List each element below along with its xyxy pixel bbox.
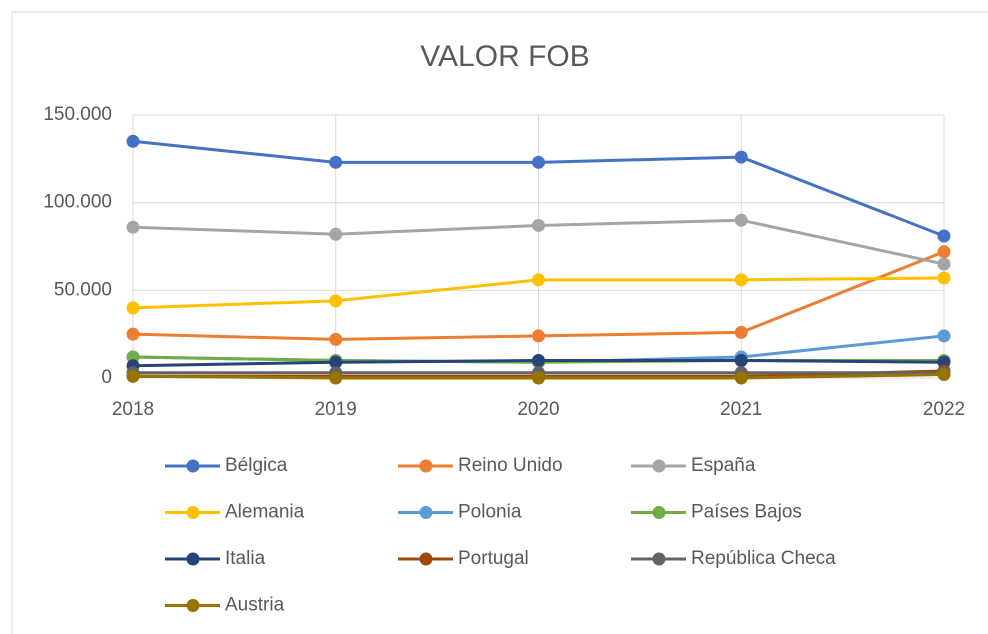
point — [937, 257, 951, 271]
point — [126, 327, 140, 341]
legend-marker — [419, 459, 433, 473]
point — [532, 329, 545, 343]
legend-label: Austria — [225, 595, 285, 616]
x-tick-label: 2018 — [112, 399, 154, 420]
chart-frame — [11, 11, 988, 634]
point — [532, 353, 545, 367]
legend-label: Portugal — [458, 548, 529, 569]
point — [532, 155, 545, 169]
point — [329, 294, 343, 308]
point — [126, 134, 140, 148]
point — [126, 301, 140, 315]
point — [734, 325, 748, 339]
point — [937, 329, 951, 343]
point — [532, 371, 545, 385]
legend-label: Países Bajos — [691, 502, 802, 523]
point — [329, 355, 343, 369]
legend-marker — [652, 506, 666, 519]
legend-marker — [186, 459, 200, 473]
legend-marker — [419, 552, 433, 566]
point — [126, 369, 140, 383]
point — [532, 218, 545, 232]
point — [734, 353, 748, 367]
y-tick-label: 50.000 — [54, 279, 112, 300]
x-tick-label: 2022 — [923, 399, 965, 420]
point — [734, 273, 748, 287]
y-tick-label: 0 — [101, 367, 112, 388]
legend-label: Bélgica — [225, 455, 288, 476]
legend-label: Italia — [225, 548, 266, 569]
legend-label: Alemania — [225, 502, 305, 523]
x-tick-label: 2021 — [720, 399, 762, 420]
point — [329, 155, 343, 169]
y-tick-label: 150.000 — [43, 104, 112, 125]
point — [734, 150, 748, 164]
legend-marker — [186, 506, 200, 519]
legend-marker — [186, 552, 200, 566]
point — [329, 332, 343, 346]
x-tick-label: 2019 — [315, 399, 357, 420]
legend-label: Reino Unido — [458, 455, 563, 476]
point — [937, 367, 951, 381]
point — [734, 371, 748, 385]
chart-title: VALOR FOB — [420, 40, 589, 73]
legend-label: España — [691, 455, 756, 476]
y-tick-label: 100.000 — [43, 192, 112, 213]
point — [937, 271, 951, 285]
legend-marker — [652, 459, 666, 473]
point — [937, 245, 951, 259]
legend-label: Polonia — [458, 502, 522, 523]
point — [532, 273, 545, 287]
legend-label: República Checa — [691, 548, 836, 569]
x-tick-label: 2020 — [517, 399, 559, 420]
legend-marker — [419, 506, 433, 519]
legend-marker — [186, 599, 200, 612]
point — [126, 220, 140, 234]
point — [734, 213, 748, 227]
legend-marker — [652, 552, 666, 566]
point — [329, 371, 343, 385]
point — [329, 227, 343, 241]
point — [937, 229, 951, 243]
